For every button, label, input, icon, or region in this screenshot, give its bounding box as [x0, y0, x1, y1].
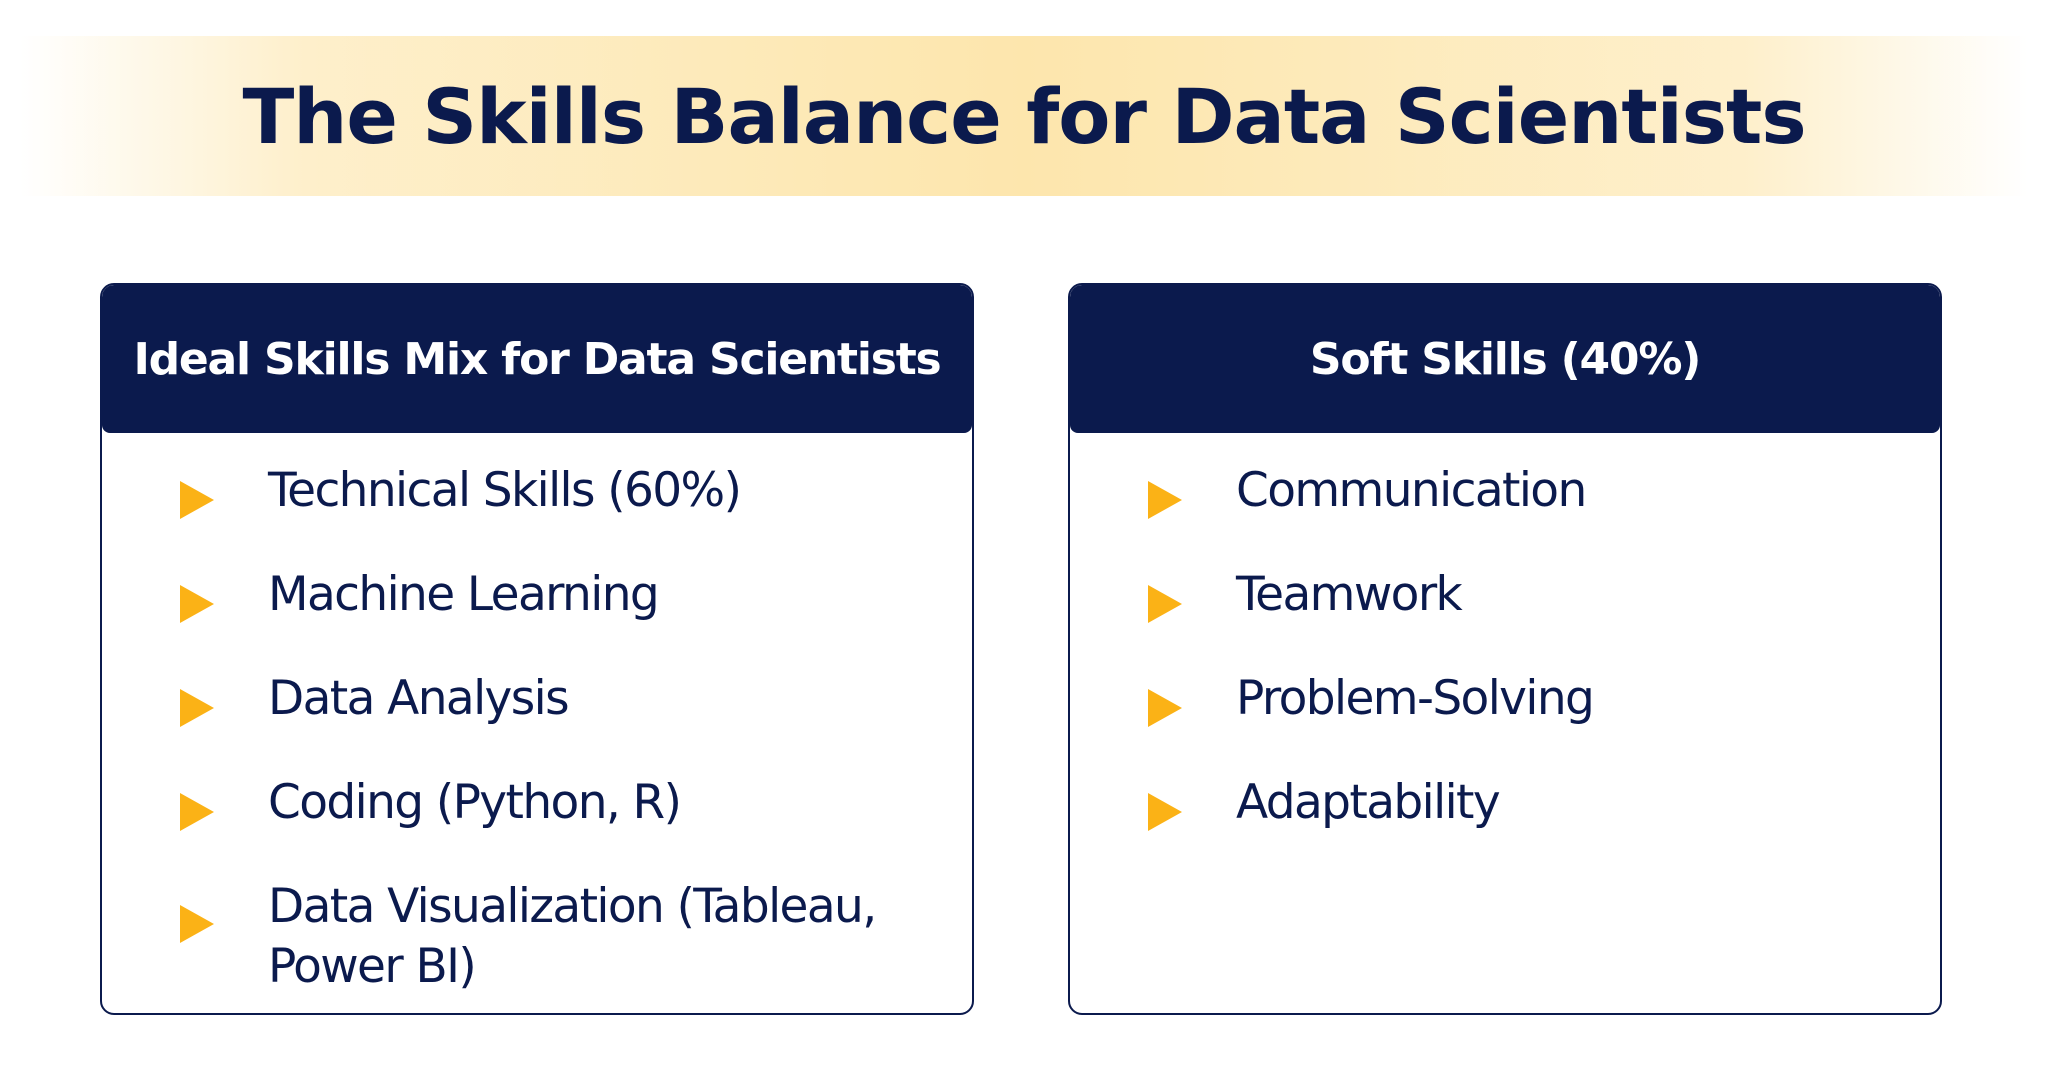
card-title: Ideal Skills Mix for Data Scientists	[133, 333, 941, 385]
list-item-label: Teamwork	[1236, 567, 1463, 622]
list-item: Technical Skills (60%)	[102, 455, 972, 559]
list-item-label: Communication	[1236, 463, 1587, 518]
list-item-label: Data Visualization (Tableau, Power BI)	[268, 879, 877, 994]
list-item-label: Technical Skills (60%)	[268, 463, 742, 518]
skills-list: Communication Teamwork Problem-Solving A…	[1070, 433, 1940, 871]
play-triangle-icon	[1148, 793, 1182, 831]
list-item: Data Analysis	[102, 663, 972, 767]
play-triangle-icon	[1148, 689, 1182, 727]
list-item: Machine Learning	[102, 559, 972, 663]
list-item: Coding (Python, R)	[102, 767, 972, 871]
play-triangle-icon	[1148, 585, 1182, 623]
card-header: Soft Skills (40%)	[1070, 285, 1940, 433]
list-item: Adaptability	[1070, 767, 1940, 871]
play-triangle-icon	[180, 585, 214, 623]
list-item-label: Adaptability	[1236, 775, 1501, 830]
skills-list: Technical Skills (60%) Machine Learning …	[102, 433, 972, 997]
page-title: The Skills Balance for Data Scientists	[242, 71, 1806, 161]
play-triangle-icon	[1148, 481, 1182, 519]
card-header: Ideal Skills Mix for Data Scientists	[102, 285, 972, 433]
list-item-label: Data Analysis	[268, 671, 570, 726]
soft-skills-card: Soft Skills (40%) Communication Teamwork…	[1068, 283, 1942, 1015]
list-item: Communication	[1070, 455, 1940, 559]
list-item-label: Coding (Python, R)	[268, 775, 682, 830]
play-triangle-icon	[180, 689, 214, 727]
list-item-label: Problem-Solving	[1236, 671, 1595, 726]
title-band: The Skills Balance for Data Scientists	[20, 36, 2028, 196]
play-triangle-icon	[180, 905, 214, 943]
list-item-label: Machine Learning	[268, 567, 660, 622]
list-item: Teamwork	[1070, 559, 1940, 663]
play-triangle-icon	[180, 481, 214, 519]
play-triangle-icon	[180, 793, 214, 831]
list-item: Data Visualization (Tableau, Power BI)	[102, 871, 972, 997]
list-item: Problem-Solving	[1070, 663, 1940, 767]
technical-skills-card: Ideal Skills Mix for Data Scientists Tec…	[100, 283, 974, 1015]
card-title: Soft Skills (40%)	[1309, 333, 1701, 385]
